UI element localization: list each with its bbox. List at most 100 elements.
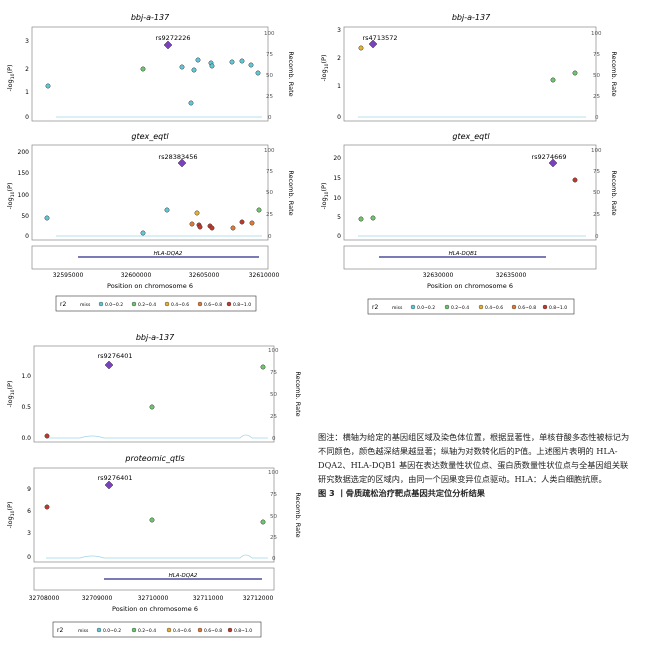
panel-a-bottom-frame <box>31 144 269 241</box>
r-tick: 25 <box>266 94 273 100</box>
r-tick: 50 <box>266 190 273 196</box>
legend-swatch <box>542 304 548 310</box>
legend-item: 0.4~0.6 <box>171 302 189 308</box>
legend-item: 0.0~0.2 <box>103 628 121 634</box>
panel-c-top-yticks: 1.0 0.5 0.0 <box>21 373 31 442</box>
snp-point <box>188 100 194 106</box>
caption-body: 图注：横轴为给定的基因组区域及染色体位置，根据显著性，单核苷酸多态性被标记为不同… <box>318 432 630 484</box>
panel-a-top-frame <box>31 26 269 122</box>
legend-swatch <box>478 304 484 310</box>
legend-item: 0.2~0.4 <box>451 305 469 311</box>
r-tick: 100 <box>264 31 275 37</box>
r-tick: 25 <box>593 94 600 100</box>
legend-item: 0.6~0.8 <box>204 628 222 634</box>
r-tick: 75 <box>266 52 273 58</box>
snp-point <box>572 70 578 76</box>
r-tick: 50 <box>593 190 600 196</box>
legend-item: 0.2~0.4 <box>138 302 156 308</box>
snp-point <box>550 77 556 83</box>
r-tick: 0 <box>268 234 272 240</box>
panel-c-bottom-snp-label: rs9276401 <box>97 474 132 482</box>
r-tick: 50 <box>266 73 273 79</box>
snp-point <box>239 219 245 225</box>
snp-point <box>239 58 245 64</box>
panel-c-top-points <box>44 360 266 439</box>
panel-c-top-title: bbj-a-137 <box>136 333 175 342</box>
x-tick: 32630000 <box>423 272 454 279</box>
panel-b-xticks: 32630000 32635000 <box>423 272 527 279</box>
snp-point <box>230 225 236 231</box>
panel-b-bottom-recomb-label: Recomb. Rate <box>610 170 618 215</box>
panel-a-top-yticks: 3 2 1 0 <box>25 38 29 121</box>
panel-a-gene-label: HLA-DQA2 <box>154 251 183 257</box>
y-tick: 150 <box>18 170 30 177</box>
legend-item: 0.8~1.0 <box>233 302 251 308</box>
panel-c-bottom-points <box>44 480 266 525</box>
panel-a-gene-track <box>31 245 269 270</box>
snp-point <box>370 215 376 221</box>
r-tick: 0 <box>272 556 276 562</box>
recomb-line <box>46 434 268 439</box>
x-tick: 32710000 <box>138 595 169 602</box>
snp-point <box>44 504 50 510</box>
panel-a-top-title: bbj-a-137 <box>131 13 170 22</box>
panel-c-bottom-title: proteomic_qtls <box>124 454 184 463</box>
panel-b-bottom-ylabel: -log10(P) <box>320 183 330 210</box>
panel-c-gene-track <box>33 567 275 591</box>
legend-swatch <box>197 301 203 307</box>
y-tick: 0 <box>25 233 29 240</box>
x-tick: 32610000 <box>249 272 280 279</box>
legend-title: r2 <box>372 304 378 311</box>
panel-b-top-frame <box>343 26 597 122</box>
legend-box <box>52 621 262 638</box>
y-tick: 0 <box>25 114 29 121</box>
legend-item: miss <box>78 628 89 634</box>
panel-b-gene-track <box>343 245 597 270</box>
r-tick: 0 <box>268 115 272 121</box>
snp-point <box>358 45 364 51</box>
panel-a-bottom-yticks: 200 150 100 50 0 <box>18 149 30 240</box>
snp-point <box>229 59 235 65</box>
y-tick: 0.5 <box>21 404 31 411</box>
snp-point <box>260 519 266 525</box>
lead-snp-diamond <box>104 480 114 490</box>
snp-point <box>572 177 578 183</box>
snp-point <box>140 66 146 72</box>
panel-b-top-snp-label: rs4713572 <box>362 34 397 42</box>
panel-a-top-points <box>45 40 261 106</box>
snp-point <box>209 225 215 231</box>
panel-b-bottom-rticks: 100 75 50 25 0 <box>591 148 602 240</box>
y-tick: 20 <box>333 155 341 162</box>
panel-c-top-recomb-label: Recomb. Rate <box>294 371 302 416</box>
y-tick: 10 <box>333 195 341 202</box>
panel-c-gene-label: HLA-DQA2 <box>169 573 198 579</box>
r-tick: 0 <box>272 436 276 442</box>
panel-b-xlabel: Position on chromosome 6 <box>427 282 513 290</box>
y-tick: 2 <box>337 55 341 62</box>
snp-point <box>44 215 50 221</box>
panel-a-bottom-recomb-label: Recomb. Rate <box>287 170 295 215</box>
r-tick: 25 <box>593 212 600 218</box>
snp-point <box>248 62 254 68</box>
snp-point <box>197 224 203 230</box>
snp-point <box>260 364 266 370</box>
r-tick: 25 <box>270 414 277 420</box>
panel-b-top-yticks: 3 2 1 0 <box>337 27 341 121</box>
y-tick: 3 <box>337 27 341 34</box>
legend-swatch <box>98 301 104 307</box>
r-tick: 50 <box>270 514 277 520</box>
snp-point <box>140 230 146 236</box>
legend-swatch <box>164 301 170 307</box>
legend-item: 0.2~0.4 <box>138 628 156 634</box>
r-tick: 100 <box>264 148 275 154</box>
legend-box <box>55 295 257 312</box>
panel-b-top-points <box>358 39 578 83</box>
panel-a-top-ylabel: -log10(P) <box>6 65 16 92</box>
legend-item: 0.4~0.6 <box>173 628 191 634</box>
r-tick: 75 <box>266 169 273 175</box>
panel-c: bbj-a-137 1.0 0.5 0.0 100 75 50 25 0 -lo… <box>6 333 302 638</box>
panel-a-top-rticks: 100 75 50 25 0 <box>264 31 275 121</box>
panel-b-bottom-title: gtex_eqtl <box>452 132 490 141</box>
x-tick: 32708000 <box>29 595 60 602</box>
